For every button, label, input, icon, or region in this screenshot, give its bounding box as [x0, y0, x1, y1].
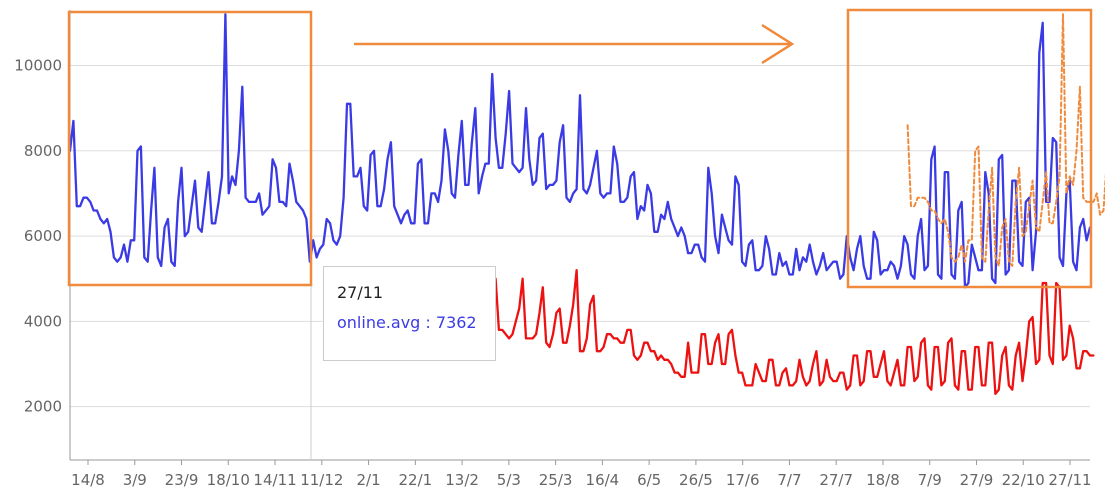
highlight-box-left: [67, 10, 313, 287]
x-tick-label: 27/11: [1048, 471, 1091, 489]
y-tick-label: 8000: [24, 142, 62, 160]
x-tick-label: 3/9: [123, 471, 147, 489]
x-tick-label: 27/9: [960, 471, 994, 489]
y-tick-label: 4000: [24, 312, 62, 330]
x-tick-label: 16/4: [586, 471, 620, 489]
x-tick-label: 23/9: [165, 471, 199, 489]
x-tick-label: 6/5: [637, 471, 661, 489]
x-tick-label: 7/7: [777, 471, 801, 489]
x-tick-label: 18/8: [866, 471, 900, 489]
x-tick-label: 5/3: [497, 471, 521, 489]
annotation-arrow-head: [761, 23, 795, 65]
x-tick-label: 14/11: [253, 471, 296, 489]
x-tick-label: 17/6: [726, 471, 760, 489]
x-tick-label: 18/10: [207, 471, 250, 489]
x-tick-label: 27/7: [819, 471, 853, 489]
x-tick-label: 26/5: [679, 471, 713, 489]
series-layer: [68, 13, 1105, 396]
tooltip-item: online.avg : 7362: [337, 313, 477, 332]
y-tick-label: 6000: [24, 227, 62, 245]
series-line-online: [68, 13, 1092, 289]
chart-tooltip: 27/11 online.avg : 7362: [323, 266, 496, 361]
x-tick-label: 14/8: [71, 471, 105, 489]
x-tick-label: 25/3: [539, 471, 573, 489]
y-tick-label: 10000: [14, 56, 62, 74]
x-tick-label: 2/1: [357, 471, 381, 489]
x-tick-label: 13/2: [445, 471, 479, 489]
y-axis-ticks: 2000 4000 6000 8000 10000: [14, 56, 62, 415]
annotations: [67, 8, 1093, 289]
x-tick-label: 7/9: [918, 471, 942, 489]
x-tick-label: 22/1: [398, 471, 432, 489]
x-tick-label: 22/10: [1002, 471, 1045, 489]
series-line-red: [494, 269, 1095, 396]
highlight-box-right: [846, 8, 1093, 289]
x-tick-label: 11/12: [300, 471, 343, 489]
tooltip-label: 27/11: [337, 283, 384, 302]
y-tick-label: 2000: [24, 398, 62, 416]
series-line-overlay: [906, 13, 1105, 267]
